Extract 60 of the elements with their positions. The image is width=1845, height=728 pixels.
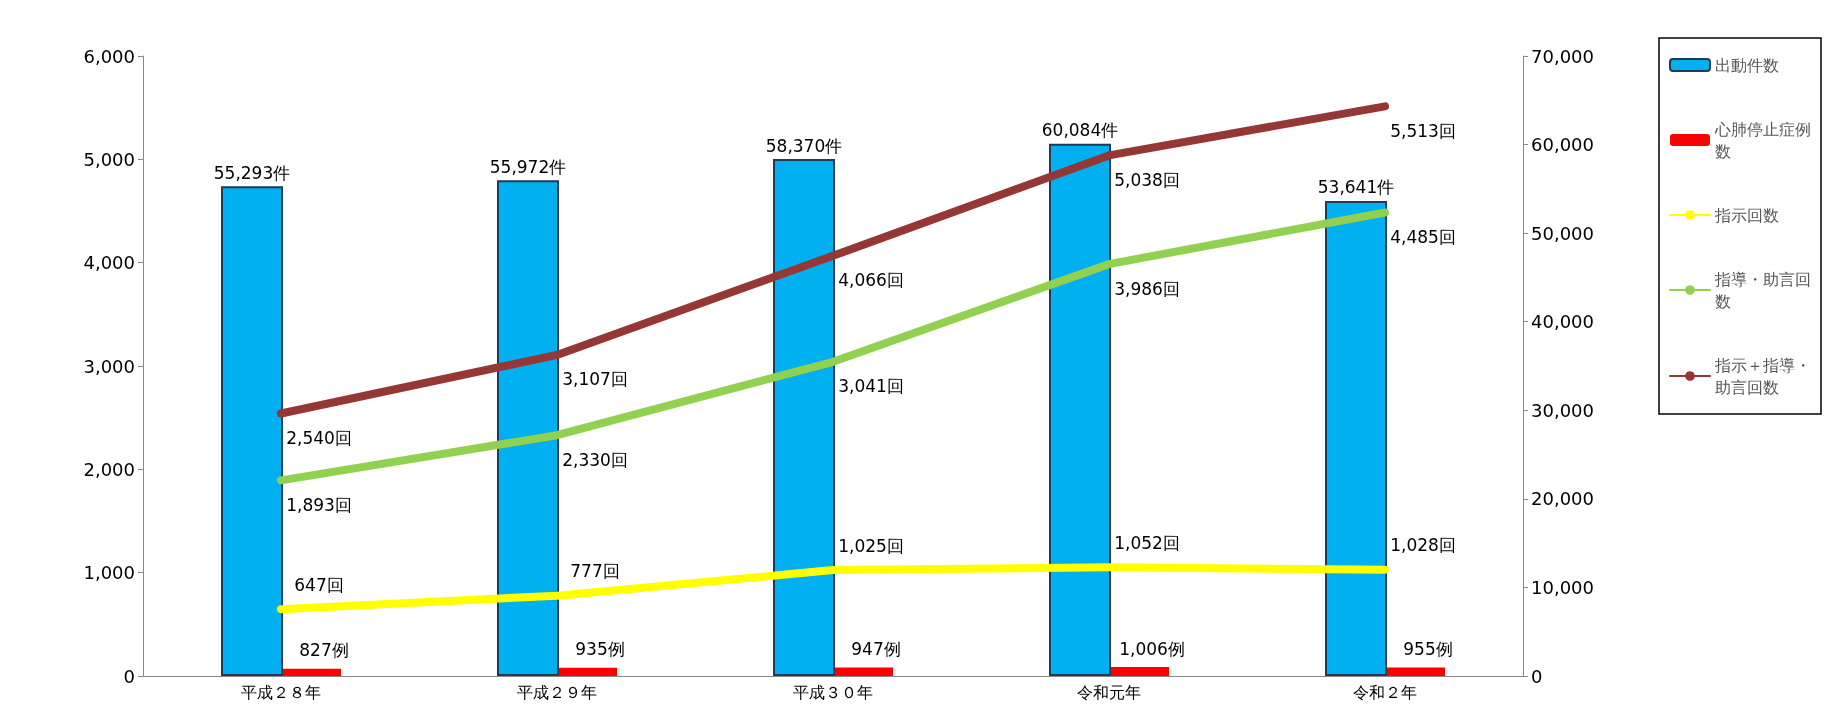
data-label: 3,041回: [838, 376, 904, 397]
y2-tick-label: 20,000: [1531, 488, 1594, 510]
x-tick-label: 令和元年: [1077, 682, 1141, 702]
x-tick-label: 平成３０年: [793, 682, 873, 702]
data-label: 1,028回: [1390, 535, 1456, 556]
data-label: 53,641件: [1317, 177, 1395, 198]
y-tick-label: 0: [123, 665, 135, 687]
y2-tick-label: 30,000: [1531, 399, 1594, 421]
legend-label: 指示＋指導・助言回数: [1714, 355, 1811, 397]
data-label: 60,084件: [1041, 120, 1119, 141]
data-label: 2,540回: [286, 428, 352, 449]
data-label: 3,107回: [562, 369, 628, 390]
data-label: 55,293件: [213, 162, 291, 183]
bar: [1325, 200, 1387, 676]
y2-tick-label: 0: [1531, 665, 1543, 687]
y-tick-label: 2,000: [83, 458, 135, 480]
x-tick-label: 平成２９年: [517, 682, 597, 702]
legend-label: 指導・助言回数: [1714, 269, 1811, 311]
data-label: 777回: [570, 561, 620, 582]
data-label: 955例: [1403, 639, 1453, 660]
data-label: 58,370件: [765, 135, 843, 156]
bar: [835, 667, 893, 676]
data-label: 5,513回: [1390, 120, 1456, 141]
bar: [559, 667, 617, 676]
x-tick-label: 令和２年: [1353, 682, 1417, 702]
bar: [221, 186, 283, 676]
data-label: 935例: [575, 639, 625, 660]
y2-tick-label: 60,000: [1531, 134, 1594, 156]
data-label: 1,025回: [838, 535, 904, 556]
data-label: 4,066回: [838, 270, 904, 291]
bar: [283, 668, 341, 676]
x-tick-label: 平成２８年: [241, 682, 321, 702]
data-label: 5,038回: [1114, 169, 1180, 190]
bar: [497, 180, 559, 676]
bar: [1387, 667, 1445, 676]
y-tick-label: 4,000: [83, 252, 135, 274]
data-label: 4,485回: [1390, 227, 1456, 248]
bar: [1049, 143, 1111, 676]
y-tick-label: 1,000: [83, 562, 135, 584]
data-label: 3,986回: [1114, 278, 1180, 299]
bar: [1111, 667, 1169, 676]
y2-tick-label: 10,000: [1531, 576, 1594, 598]
y-tick-label: 3,000: [83, 355, 135, 377]
y2-tick-label: 40,000: [1531, 311, 1594, 333]
legend-label: 指示回数: [1714, 205, 1779, 225]
data-label: 647回: [294, 574, 344, 595]
bar: [773, 159, 835, 676]
data-label: 1,052回: [1114, 532, 1180, 553]
data-label: 1,006例: [1119, 638, 1185, 659]
data-label: 1,893回: [286, 494, 352, 515]
y2-tick-label: 70,000: [1531, 45, 1594, 67]
data-label: 947例: [851, 639, 901, 660]
y2-tick-label: 50,000: [1531, 222, 1594, 244]
y-tick-label: 5,000: [83, 148, 135, 170]
y-tick-label: 6,000: [83, 45, 135, 67]
data-label: 55,972件: [489, 156, 567, 177]
data-label: 827例: [299, 640, 349, 661]
legend-label: 心肺停止症例数: [1714, 119, 1811, 161]
data-label: 2,330回: [562, 449, 628, 470]
legend-label: 出動件数: [1715, 55, 1779, 75]
